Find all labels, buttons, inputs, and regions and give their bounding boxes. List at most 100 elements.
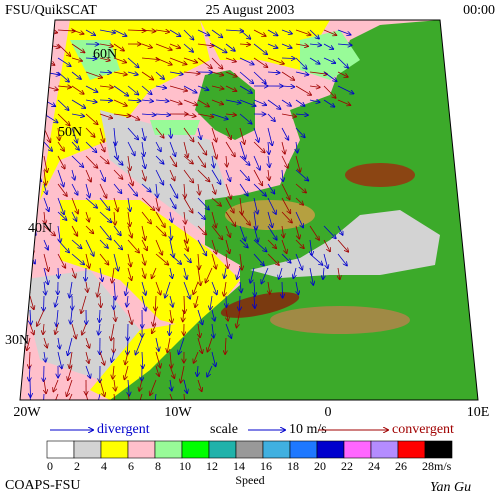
wind-vector — [338, 267, 340, 279]
wind-vector — [239, 225, 245, 241]
wind-vector — [337, 253, 347, 266]
wind-vector — [225, 71, 237, 77]
wind-vector — [267, 211, 272, 227]
wind-vector — [195, 295, 198, 307]
wind-vector — [27, 337, 31, 350]
wind-vector — [127, 183, 137, 196]
colorbar-box — [262, 440, 291, 459]
wind-vector — [253, 183, 266, 196]
colorbar-label: 6 — [128, 459, 134, 473]
lat-label: 40N — [28, 221, 52, 236]
lat-label: 60N — [93, 47, 117, 62]
wind-vector — [152, 323, 157, 333]
wind-vector — [295, 239, 304, 248]
wind-vector — [169, 253, 181, 264]
wind-vector — [197, 44, 214, 46]
wind-vector — [295, 114, 308, 115]
wind-vector — [127, 225, 132, 238]
colorbar-label: 12 — [206, 459, 218, 473]
lat-label: 50N — [58, 125, 82, 140]
wind-vector — [170, 267, 172, 278]
wind-vector — [29, 239, 33, 254]
wind-vector — [309, 86, 320, 87]
wind-vector — [295, 225, 299, 239]
wind-vector — [281, 141, 285, 154]
wind-vector — [239, 113, 252, 124]
wind-vector — [295, 85, 311, 95]
wind-vector — [239, 127, 244, 144]
wind-vector — [211, 127, 216, 142]
wind-vector — [268, 281, 270, 294]
wind-vector — [197, 85, 208, 90]
wind-vector — [296, 281, 298, 294]
wind-vector — [112, 267, 114, 283]
wind-vector — [99, 155, 109, 164]
wind-vector — [113, 197, 118, 211]
wind-vector — [85, 58, 97, 59]
ocean-patch — [150, 120, 200, 135]
colorbar-box — [208, 440, 237, 459]
wind-vector — [169, 365, 174, 378]
wind-vector — [267, 43, 278, 48]
wind-vector — [225, 225, 230, 237]
wind-vector — [99, 309, 100, 322]
wind-vector — [205, 267, 213, 283]
wind-vector — [169, 183, 177, 198]
wind-vector — [57, 169, 64, 186]
wind-vector — [267, 183, 274, 194]
wind-vector — [43, 197, 49, 211]
wind-vector — [279, 267, 283, 279]
wind-vector — [295, 197, 303, 205]
wind-vector — [225, 57, 236, 62]
wind-vector — [141, 114, 156, 115]
wind-vector — [169, 197, 176, 208]
header-time: 00:00 — [463, 3, 495, 18]
wind-vector — [127, 85, 138, 95]
wind-vector — [85, 253, 89, 268]
wind-vector — [113, 99, 127, 106]
wind-vector — [71, 155, 83, 167]
wind-vector — [43, 337, 47, 348]
wind-vector — [225, 197, 234, 213]
wind-vector — [30, 309, 31, 325]
wind-vector — [113, 141, 117, 159]
wind-vector — [71, 239, 82, 248]
legend-scale-value: 10 m/s — [289, 422, 327, 437]
wind-vector — [111, 351, 114, 362]
colorbar-box — [316, 440, 345, 459]
wind-vector — [337, 99, 350, 105]
wind-vector — [29, 295, 34, 309]
wind-vector — [85, 71, 102, 78]
wind-vector — [183, 29, 194, 40]
wind-vector — [86, 281, 88, 292]
wind-vector — [126, 281, 128, 295]
wind-vector — [57, 99, 69, 110]
wind-vector — [169, 29, 181, 36]
wind-vector — [114, 281, 115, 300]
wind-vector — [142, 141, 144, 156]
wind-vector — [44, 183, 47, 194]
footer-right: Yan Gu — [430, 480, 471, 495]
ocean-patch — [200, 20, 330, 70]
wind-vector — [197, 337, 202, 353]
wind-vector — [337, 44, 352, 45]
wind-vector — [85, 85, 98, 92]
wind-vector — [29, 351, 30, 368]
wind-vector — [323, 57, 335, 63]
wind-vector — [281, 29, 292, 34]
wind-vector — [29, 127, 40, 138]
wind-vector — [127, 337, 128, 355]
wind-vector — [114, 379, 116, 391]
wind-vector — [99, 183, 107, 198]
wind-vector — [125, 351, 129, 364]
wind-vector — [29, 29, 43, 36]
wind-vector — [85, 197, 97, 208]
wind-vector — [44, 169, 46, 185]
wind-vector — [29, 323, 34, 335]
wind-vector — [71, 29, 84, 34]
wind-vector — [57, 211, 67, 220]
lat-label: 30N — [5, 333, 29, 348]
ocean-patch — [20, 270, 140, 380]
wind-vector — [181, 365, 185, 383]
colorbar-box — [100, 440, 129, 459]
